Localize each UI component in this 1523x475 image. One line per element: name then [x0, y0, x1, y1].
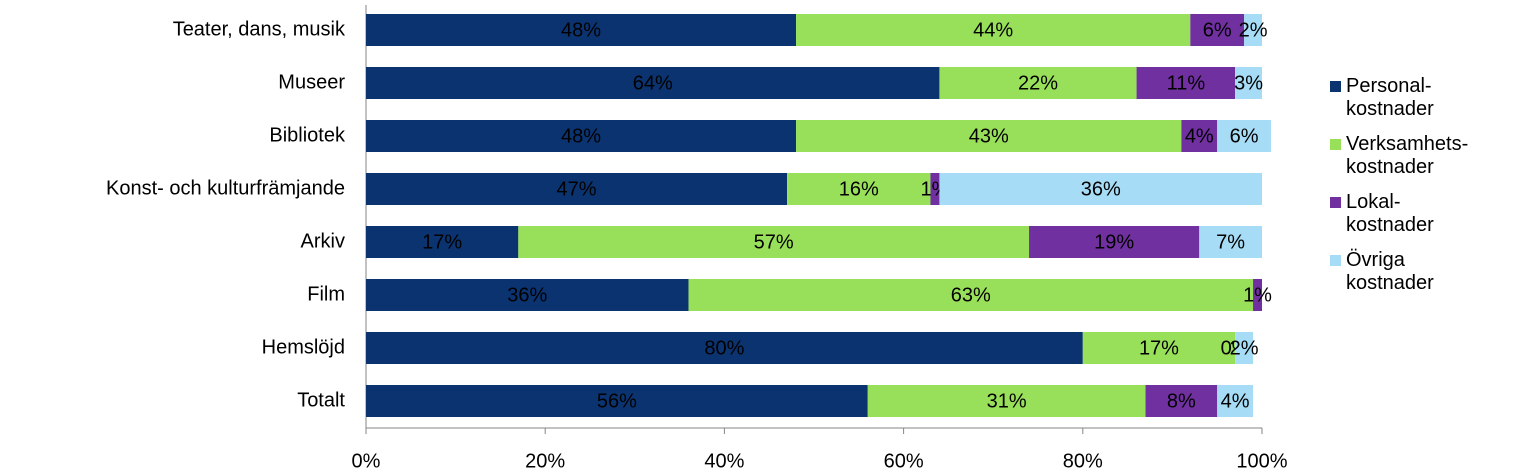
- bar-segment: [518, 226, 1030, 258]
- data-label: 8%: [1167, 390, 1196, 412]
- bar-segment: [1253, 279, 1262, 311]
- bar-segment: [796, 120, 1182, 152]
- y-tick-label: Film: [307, 283, 345, 305]
- data-label: 63%: [951, 284, 991, 306]
- y-tick-label: Bibliotek: [269, 124, 346, 146]
- x-tick-label: 0%: [352, 450, 381, 472]
- legend-label: Personal-kostnader: [1346, 75, 1434, 120]
- data-label: 11%: [1167, 72, 1206, 94]
- data-label: 44%: [973, 19, 1013, 41]
- data-label: 16%: [839, 178, 879, 200]
- bar-segment: [939, 173, 1262, 205]
- bar-segment: [1181, 120, 1218, 152]
- data-label: 7%: [1216, 231, 1245, 253]
- bar-segment: [1199, 226, 1262, 258]
- data-label: 57%: [754, 231, 794, 253]
- x-tick-label: 20%: [525, 450, 565, 472]
- x-tick-label: 80%: [1063, 450, 1103, 472]
- y-tick-label: Hemslöjd: [262, 336, 345, 358]
- bar-segment: [1217, 120, 1271, 152]
- y-tick-label: Teater, dans, musik: [173, 18, 346, 40]
- data-label: 56%: [597, 390, 637, 412]
- bar-segment: [787, 173, 931, 205]
- bar-segment: [366, 120, 797, 152]
- bar-segment: [366, 226, 519, 258]
- data-label: 80%: [704, 337, 744, 359]
- data-label: 19%: [1094, 231, 1134, 253]
- data-label: 47%: [557, 178, 597, 200]
- bar-segment: [867, 385, 1146, 417]
- bar-segment: [366, 173, 788, 205]
- data-label: 6%: [1203, 19, 1232, 41]
- legend-swatch: [1330, 139, 1341, 150]
- data-label: 36%: [507, 284, 547, 306]
- bar-segment: [939, 67, 1137, 99]
- bar-segment: [1190, 14, 1245, 46]
- legend-label: Övriga kostnader: [1346, 249, 1434, 294]
- bar-segment: [1235, 332, 1254, 364]
- data-label: 48%: [561, 125, 601, 147]
- data-label: 4%: [1221, 390, 1250, 412]
- legend-label: Lokal-kostnader: [1346, 191, 1434, 236]
- x-tick-label: 100%: [1236, 450, 1287, 472]
- data-label: 1%: [1243, 284, 1272, 306]
- bar-segment: [1244, 14, 1262, 46]
- bar-segment: [1136, 67, 1236, 99]
- bar-segment: [1029, 226, 1200, 258]
- legend-label: Verksamhets-kostnader: [1346, 133, 1468, 178]
- y-tick-label: Museer: [278, 71, 345, 93]
- bar-segment: [366, 385, 868, 417]
- data-label: 64%: [633, 72, 673, 94]
- data-label: 6%: [1230, 125, 1259, 147]
- legend-swatch: [1330, 81, 1341, 92]
- bar-segment: [366, 279, 689, 311]
- x-tick-label: 60%: [884, 450, 924, 472]
- y-tick-label: Totalt: [297, 389, 345, 411]
- bar-segment: [930, 173, 940, 205]
- data-label: 2%: [1230, 337, 1259, 359]
- data-label: 3%: [1234, 72, 1263, 94]
- bar-segment: [688, 279, 1254, 311]
- bar-segment: [1145, 385, 1218, 417]
- legend-swatch: [1330, 197, 1341, 208]
- data-label: 31%: [987, 390, 1027, 412]
- y-tick-label: Konst- och kulturfrämjande: [106, 177, 345, 199]
- bar-segment: [1235, 67, 1262, 99]
- data-label: 4%: [1185, 125, 1214, 147]
- data-label: 2%: [1239, 19, 1268, 41]
- bar-segment: [366, 332, 1083, 364]
- bar-segment: [366, 67, 940, 99]
- bar-segment: [1082, 332, 1236, 364]
- data-label: 17%: [422, 231, 462, 253]
- y-tick-label: Arkiv: [301, 230, 345, 252]
- legend-swatch: [1330, 255, 1341, 266]
- data-label: 36%: [1081, 178, 1121, 200]
- bar-segment: [796, 14, 1191, 46]
- x-tick-label: 40%: [704, 450, 744, 472]
- data-label: 17%: [1139, 337, 1179, 359]
- data-label: 22%: [1018, 72, 1058, 94]
- data-label: 48%: [561, 19, 601, 41]
- data-label: 43%: [969, 125, 1009, 147]
- bar-segment: [1217, 385, 1254, 417]
- bar-segment: [366, 14, 797, 46]
